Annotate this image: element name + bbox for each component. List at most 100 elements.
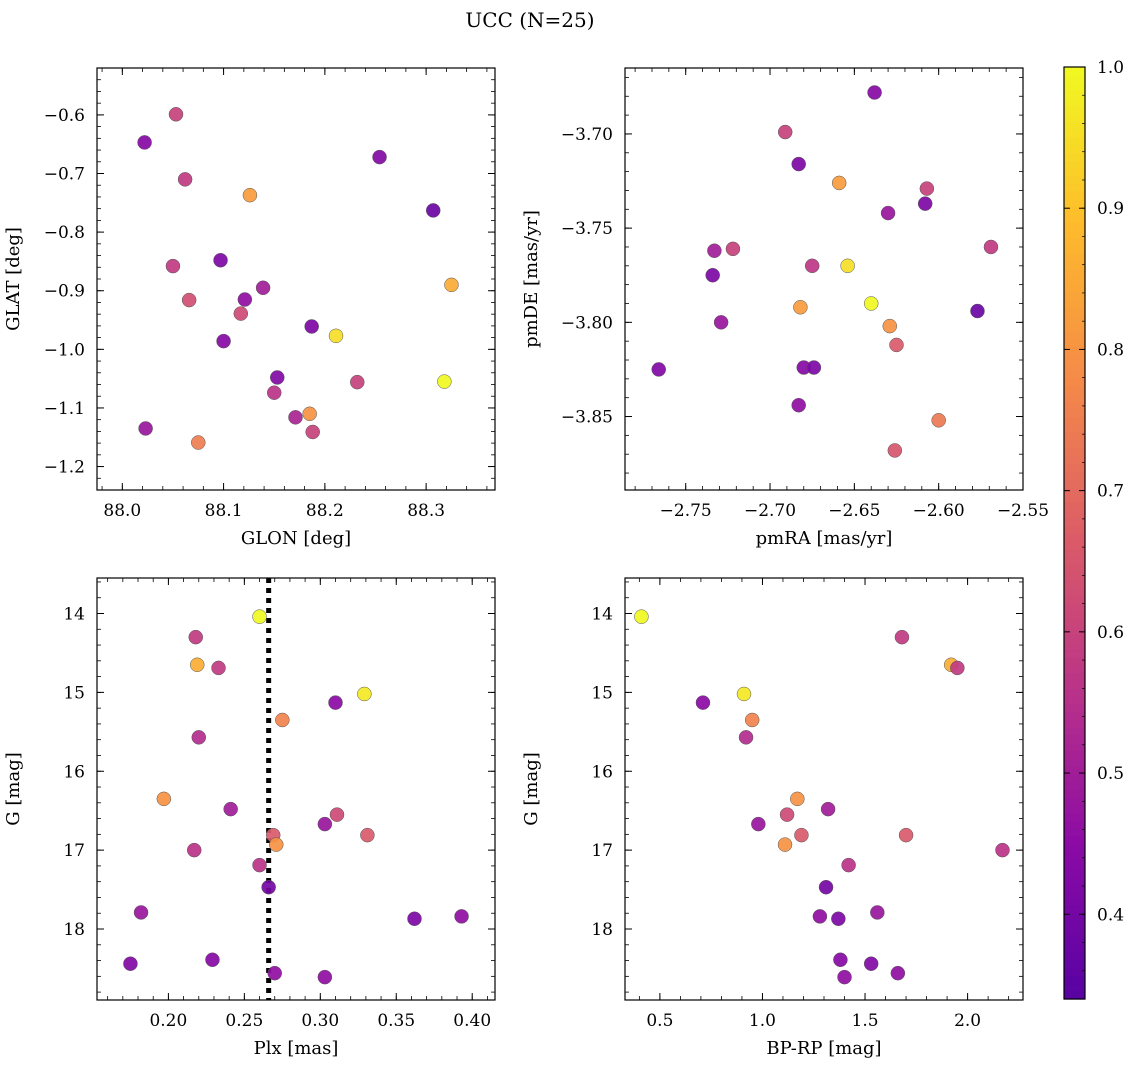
colorbar-segment xyxy=(1064,898,1085,907)
data-point xyxy=(983,239,999,255)
x-tick-label: −2.60 xyxy=(913,501,965,521)
colorbar-segment xyxy=(1064,727,1085,736)
colorbar-segment xyxy=(1064,284,1085,293)
colorbar-segment xyxy=(1064,991,1085,1000)
data-point xyxy=(651,362,666,377)
data-point xyxy=(812,909,828,924)
colorbar-segment xyxy=(1064,890,1085,899)
data-point xyxy=(777,837,793,852)
data-point xyxy=(168,107,184,122)
data-point xyxy=(357,686,372,702)
colorbar-segment xyxy=(1064,90,1085,99)
colorbar-segment xyxy=(1064,494,1085,503)
x-tick-label: 88.0 xyxy=(103,501,141,521)
colorbar-tick-label: 0.9 xyxy=(1097,199,1124,219)
x-tick-label: −2.65 xyxy=(828,501,880,521)
panel-3: 0.20 0.25 0.30 0.35 0.40 14 15 16 17 18 Plx [mas] G… xyxy=(3,577,496,1059)
colorbar-tick-label: 0.7 xyxy=(1097,482,1124,502)
colorbar-segment xyxy=(1064,199,1085,208)
data-point xyxy=(454,909,469,924)
data-point xyxy=(794,827,809,843)
y-axis-label: G [mag] xyxy=(3,752,24,825)
colorbar-segment xyxy=(1064,323,1085,332)
data-point xyxy=(887,443,903,458)
x-tick-label: 1.5 xyxy=(852,1011,879,1031)
x-tick-label: 88.1 xyxy=(205,501,243,521)
x-tick-label: 2.0 xyxy=(954,1011,981,1031)
colorbar-segment xyxy=(1064,672,1085,682)
data-point xyxy=(863,296,879,311)
colorbar-segment xyxy=(1064,338,1085,348)
data-point xyxy=(806,360,822,375)
colorbar-segment xyxy=(1064,517,1085,526)
data-point xyxy=(269,837,284,852)
colorbar-tick-label: 1.0 xyxy=(1097,58,1124,78)
data-point xyxy=(328,695,343,710)
colorbar-segment xyxy=(1064,206,1085,216)
x-tick-label: 0.30 xyxy=(301,1011,339,1031)
colorbar-segment xyxy=(1064,564,1085,573)
colorbar-segment xyxy=(1064,595,1085,604)
colorbar-segment xyxy=(1064,478,1085,487)
y-tick-label: 16 xyxy=(591,762,613,782)
data-point xyxy=(840,258,855,274)
colorbar-segment xyxy=(1064,874,1085,884)
data-point xyxy=(841,857,856,873)
data-point xyxy=(213,252,228,268)
colorbar-segment xyxy=(1064,548,1085,557)
colorbar-segment xyxy=(1064,843,1085,853)
data-point xyxy=(360,827,375,843)
colorbar-segment xyxy=(1064,121,1085,130)
colorbar-segment xyxy=(1064,602,1085,612)
data-point xyxy=(233,306,249,321)
colorbar: 0.4 0.5 0.6 0.7 0.8 0.9 1.0 xyxy=(1063,58,1124,1000)
data-point xyxy=(919,181,935,196)
y-tick-label: 14 xyxy=(591,604,613,624)
data-point xyxy=(867,85,882,100)
colorbar-segment xyxy=(1064,696,1085,705)
data-point xyxy=(329,807,345,822)
y-tick-label: −0.6 xyxy=(44,106,85,126)
y-tick-label: 14 xyxy=(63,604,85,624)
data-point xyxy=(950,660,965,676)
colorbar-segment xyxy=(1064,983,1085,992)
data-point xyxy=(123,956,138,971)
data-point xyxy=(191,435,206,450)
data-point xyxy=(242,187,258,203)
colorbar-segment xyxy=(1064,641,1085,651)
colorbar-segment xyxy=(1064,152,1085,161)
y-tick-label: −3.85 xyxy=(561,408,613,428)
colorbar-segment xyxy=(1064,905,1085,915)
colorbar-segment xyxy=(1064,734,1085,744)
data-point xyxy=(288,410,303,425)
data-point xyxy=(444,277,459,293)
colorbar-segment xyxy=(1064,820,1085,829)
figure-title: UCC (N=25) xyxy=(465,8,594,32)
colorbar-segment xyxy=(1064,74,1085,84)
colorbar-tick-label: 0.6 xyxy=(1097,623,1124,643)
colorbar-segment xyxy=(1064,253,1085,262)
colorbar-segment xyxy=(1064,385,1085,394)
y-tick-label: −1.2 xyxy=(44,458,85,478)
colorbar-segment xyxy=(1064,98,1085,107)
data-point xyxy=(889,337,904,353)
colorbar-segment xyxy=(1064,439,1085,449)
colorbar-segment xyxy=(1064,455,1085,464)
data-point xyxy=(275,712,290,728)
colorbar-segment xyxy=(1064,331,1085,340)
data-point xyxy=(211,660,226,676)
data-point xyxy=(181,292,197,308)
colorbar-segment xyxy=(1064,470,1085,480)
colorbar-segment xyxy=(1064,408,1085,418)
panel-2: −2.75 −2.70 −2.65 −2.60 −2.55 −3.85 −3.80 −3.75… xyxy=(521,67,1049,549)
x-axis-label: Plx [mas] xyxy=(254,1038,339,1059)
colorbar-segment xyxy=(1064,665,1085,674)
colorbar-segment xyxy=(1064,633,1085,643)
colorbar-segment xyxy=(1064,105,1085,115)
colorbar-segment xyxy=(1064,711,1085,720)
colorbar-segment xyxy=(1064,533,1085,542)
colorbar-segment xyxy=(1064,766,1085,775)
colorbar-segment xyxy=(1064,432,1085,441)
colorbar-segment xyxy=(1064,292,1085,301)
colorbar-segment xyxy=(1064,975,1085,985)
